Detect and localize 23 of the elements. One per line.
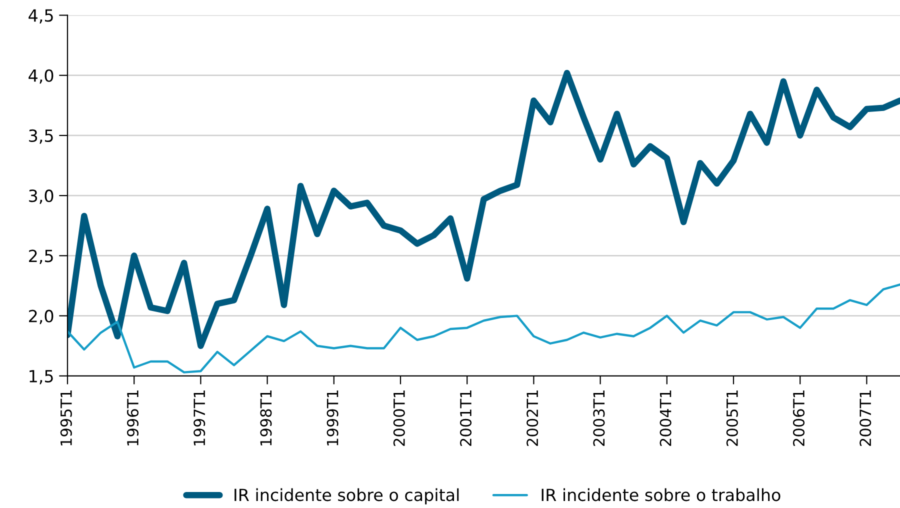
x-tick-label: 2006T1: [792, 390, 805, 446]
y-tick-label: 4,5: [28, 9, 53, 24]
y-tick-label: 3,0: [29, 190, 54, 204]
y-tick-label: 4,0: [28, 69, 54, 84]
x-tick-label: 2007T1: [860, 390, 872, 446]
x-tick-label: 2004T1: [660, 390, 672, 446]
x-tick-label: 1998T1: [260, 390, 272, 446]
y-tick-label: 2,0: [29, 310, 54, 324]
y-tick-label: 2,5: [29, 250, 53, 264]
legend-label: IR incidente sobre o trabalho: [542, 488, 780, 502]
x-tick-label: 1996T1: [126, 390, 139, 446]
x-tick-label: 2002T1: [526, 390, 538, 446]
x-tick-label: 2003T1: [593, 390, 605, 446]
x-tick-label: 2000T1: [393, 390, 405, 446]
y-tick-label: 3,5: [29, 129, 53, 144]
x-tick-label: 1997T1: [194, 390, 206, 446]
y-tick-label: 1,5: [30, 370, 53, 384]
line-series: [68, 283, 900, 374]
x-tick-label: 2005T1: [726, 390, 738, 446]
legend-label: IR incidente sobre o capital: [234, 488, 459, 504]
x-tick-label: 2001T1: [460, 390, 472, 446]
x-tick-label: 1995T1: [60, 390, 72, 446]
x-tick-label: 1999T1: [326, 390, 338, 446]
